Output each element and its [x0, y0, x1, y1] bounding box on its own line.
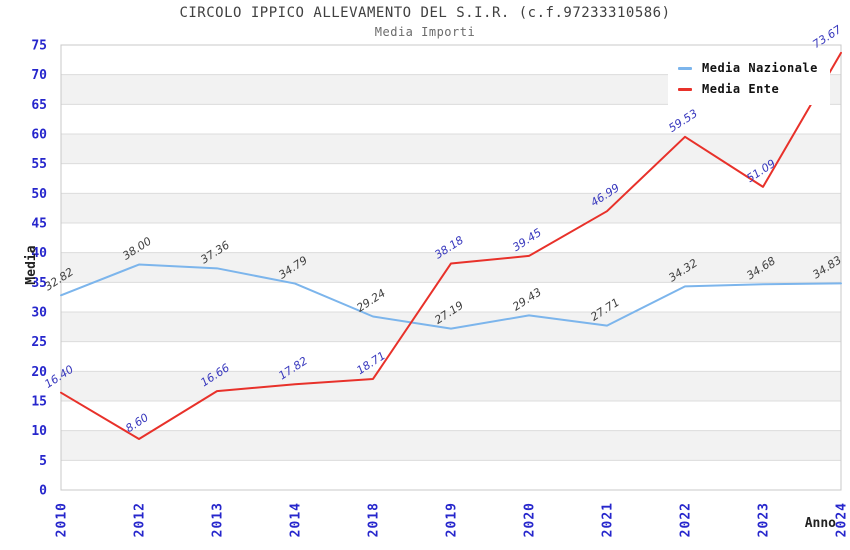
y-tick-label: 35	[31, 276, 47, 291]
y-axis-title: Media	[24, 245, 39, 285]
series-line-media-nazionale[interactable]	[60, 263, 842, 330]
data-label: 59.53	[666, 107, 699, 135]
y-tick-label: 30	[31, 306, 47, 321]
data-label: 29.24	[354, 287, 387, 315]
x-tick-label: 2012	[133, 502, 148, 537]
x-tick-label: 2023	[757, 502, 772, 537]
legend-label-media-ente: Media Ente	[702, 82, 780, 96]
legend: Media Nazionale Media Ente	[668, 54, 830, 105]
legend-line-swatch-ente	[678, 87, 692, 91]
y-tick-label: 60	[31, 128, 47, 143]
y-tick-label: 10	[31, 424, 47, 439]
x-tick-label: 2013	[211, 502, 226, 537]
x-tick-label: 2018	[367, 502, 382, 537]
legend-item-media-ente[interactable]: Media Ente	[678, 82, 818, 96]
y-tick-label: 45	[31, 217, 47, 232]
x-tick-label: 2019	[445, 502, 460, 537]
x-tick-label: 2024	[835, 502, 850, 537]
plot-border	[60, 44, 842, 491]
y-tick-label: 20	[31, 365, 47, 380]
y-tick-label: 15	[31, 395, 47, 410]
y-tick-label: 70	[31, 68, 47, 83]
legend-label-media-nazionale: Media Nazionale	[702, 61, 818, 75]
x-tick-label: 2014	[289, 502, 304, 537]
data-label: 29.43	[510, 285, 543, 313]
x-tick-label: 2010	[55, 502, 70, 537]
grid-band	[61, 430, 841, 461]
grid-band	[61, 371, 841, 401]
chart-title: CIRCOLO IPPICO ALLEVAMENTO DEL S.I.R. (c…	[179, 5, 671, 21]
y-tick-label: 5	[39, 454, 47, 469]
y-tick-label: 75	[31, 39, 47, 54]
y-tick-label: 50	[31, 187, 47, 202]
y-tick-label: 65	[31, 98, 47, 113]
grid-band	[61, 193, 841, 223]
x-axis-title: Anno	[804, 516, 836, 531]
x-tick-label: 2020	[523, 502, 538, 537]
data-label: 73.67	[810, 23, 843, 51]
grid-band	[61, 312, 841, 342]
y-tick-label: 0	[39, 484, 47, 499]
data-label: 32.82	[42, 265, 75, 293]
x-tick-label: 2022	[679, 502, 694, 537]
x-tick-label: 2021	[601, 502, 616, 537]
grid-band	[61, 134, 841, 164]
series-line-media-ente[interactable]	[60, 51, 842, 440]
chart-subtitle: Media Importi	[374, 25, 476, 39]
legend-item-media-nazionale[interactable]: Media Nazionale	[678, 61, 818, 75]
grid-band	[61, 252, 841, 283]
legend-line-swatch-nazionale	[678, 66, 692, 70]
y-tick-label: 40	[31, 246, 47, 261]
y-tick-label: 25	[31, 335, 47, 350]
y-tick-label: 55	[31, 157, 47, 172]
